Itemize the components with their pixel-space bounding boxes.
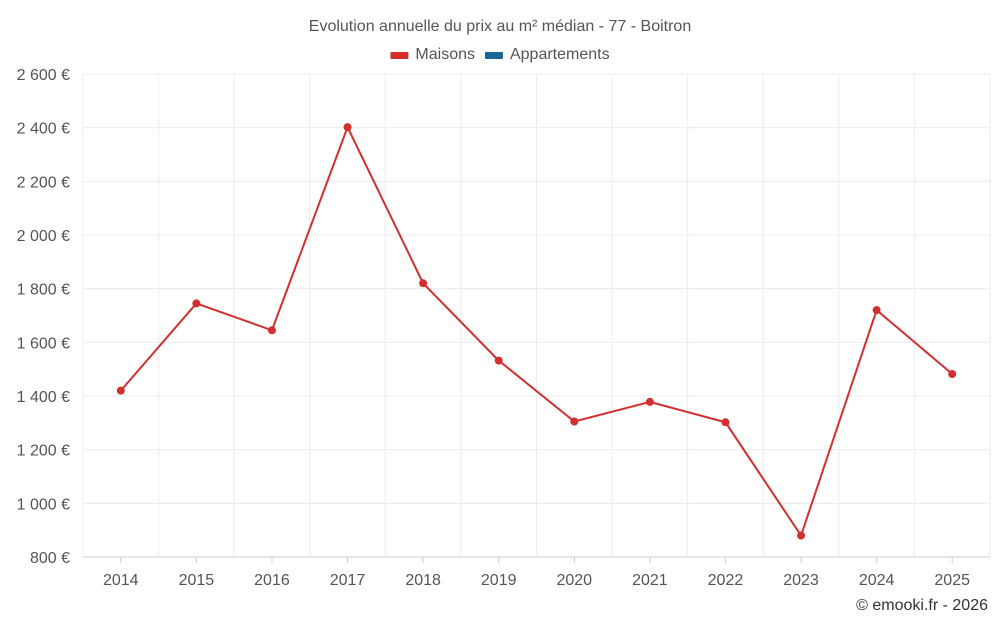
series-layer (116, 123, 957, 540)
y-tick-label: 800 € (30, 550, 70, 567)
x-tick-label: 2015 (179, 572, 215, 589)
data-point[interactable] (343, 123, 352, 132)
data-point[interactable] (494, 356, 503, 365)
y-tick-label: 1 200 € (17, 443, 70, 460)
data-point[interactable] (116, 386, 125, 395)
data-point[interactable] (948, 369, 957, 378)
x-tick-label: 2024 (859, 572, 895, 589)
x-tick-label: 2021 (632, 572, 668, 589)
x-tick-label: 2016 (254, 572, 290, 589)
x-tick-label: 2017 (330, 572, 366, 589)
y-tick-label: 1 800 € (17, 282, 70, 299)
data-point[interactable] (267, 326, 276, 335)
x-tick-label: 2023 (783, 572, 819, 589)
x-tick-label: 2022 (708, 572, 744, 589)
y-axis: 800 € 1 000 € 1 200 € 1 400 € 1 600 € 1 800 €… (17, 67, 70, 567)
legend-swatch (484, 52, 503, 59)
chart-title: Evolution annuelle du prix au m² médian … (309, 18, 691, 35)
data-point[interactable] (419, 279, 428, 288)
legend: Maisons Appartements (390, 46, 610, 63)
data-point[interactable] (645, 397, 654, 406)
data-point[interactable] (797, 531, 806, 540)
x-tick-label: 2018 (405, 572, 441, 589)
legend-label: Maisons (415, 46, 475, 63)
y-tick-label: 2 000 € (17, 228, 70, 245)
x-tick-label: 2014 (103, 572, 139, 589)
y-tick-label: 1 000 € (17, 496, 70, 513)
grid (82, 73, 991, 558)
y-tick-label: 1 400 € (17, 389, 70, 406)
data-point[interactable] (721, 418, 730, 427)
y-tick-label: 2 600 € (17, 67, 70, 84)
x-tick-label: 2025 (934, 572, 970, 589)
data-point[interactable] (872, 306, 881, 315)
y-tick-label: 2 200 € (17, 174, 70, 191)
credit-text: © emooki.fr - 2026 (856, 597, 988, 614)
legend-item-maisons[interactable]: Maisons (390, 46, 475, 63)
y-tick-label: 1 600 € (17, 335, 70, 352)
y-tick-label: 2 400 € (17, 121, 70, 138)
legend-label: Appartements (510, 46, 610, 63)
x-axis: 2014 2015 2016 2017 2018 2019 2020 2021 2022 2023… (103, 557, 970, 589)
data-point[interactable] (570, 417, 579, 426)
x-tick-label: 2020 (556, 572, 592, 589)
data-point[interactable] (192, 299, 201, 308)
legend-item-appartements[interactable]: Appartements (484, 46, 610, 63)
legend-swatch (390, 52, 409, 59)
x-tick-label: 2019 (481, 572, 517, 589)
series-line-maisons (120, 124, 953, 538)
